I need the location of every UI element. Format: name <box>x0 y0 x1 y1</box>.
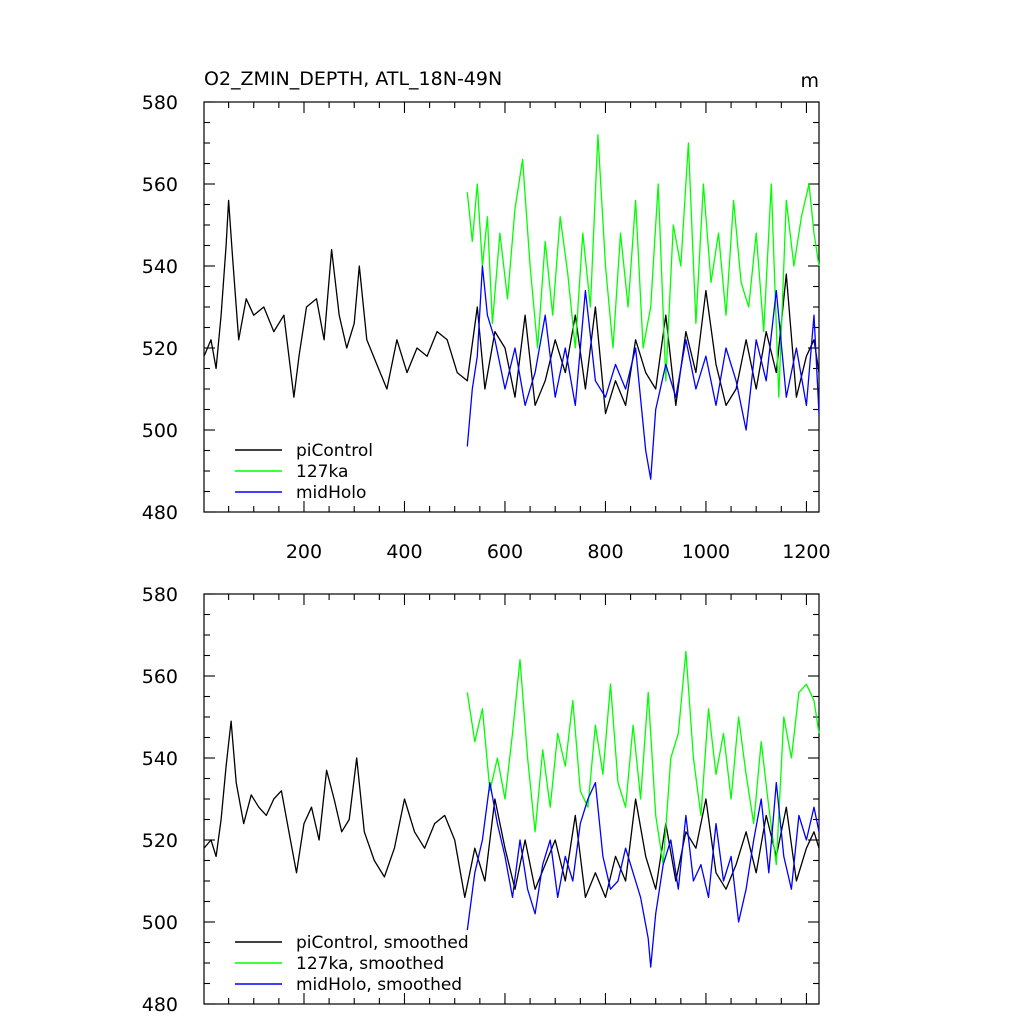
bottom-legend-label-2: midHolo, smoothed <box>296 975 462 995</box>
bottom-y-tick-label: 520 <box>142 830 178 852</box>
bottom-y-tick-label: 480 <box>142 994 178 1016</box>
bottom-legend-label-0: piControl, smoothed <box>296 933 469 953</box>
bottom-y-tick-label: 580 <box>142 584 178 606</box>
top-legend-label-1: 127ka <box>296 462 348 482</box>
top-y-tick-label: 580 <box>142 92 178 114</box>
top-legend-label-0: piControl <box>296 441 373 461</box>
bottom-series-group <box>203 650 820 968</box>
x-tick-label: 1200 <box>782 541 830 563</box>
x-tick-label: 1000 <box>682 541 730 563</box>
bottom-y-axis: 480 500 520 540 560 580 <box>142 584 819 1016</box>
top-y-tick-label: 500 <box>142 420 178 442</box>
top-series-line-2 <box>466 265 820 480</box>
top-y-tick-label: 560 <box>142 174 178 196</box>
bottom-y-tick-label: 500 <box>142 912 178 934</box>
bottom-legend-label-1: 127ka, smoothed <box>296 954 444 974</box>
bottom-x-axis <box>228 594 807 1004</box>
top-legend-label-2: midHolo <box>296 483 366 503</box>
x-tick-label: 400 <box>386 541 422 563</box>
top-y-tick-label: 480 <box>142 502 178 524</box>
top-x-axis: 200 400 600 800 1000 1200 <box>228 102 831 563</box>
chart-title: O2_ZMIN_DEPTH, ATL_18N-49N <box>204 68 502 90</box>
bottom-series-line-0 <box>203 720 820 899</box>
top-series-line-0 <box>203 199 820 415</box>
x-tick-label: 600 <box>487 541 523 563</box>
x-tick-label: 200 <box>286 541 322 563</box>
bottom-y-tick-label: 560 <box>142 666 178 688</box>
top-y-tick-label: 540 <box>142 256 178 278</box>
bottom-series-line-1 <box>466 650 820 866</box>
bottom-panel: 480 500 520 540 560 580 piControl, smoothed12… <box>142 584 820 1016</box>
top-y-axis: 480 500 520 540 560 580 <box>142 92 819 524</box>
top-series-group <box>203 134 820 480</box>
x-tick-label: 800 <box>587 541 623 563</box>
top-series-line-1 <box>466 134 820 398</box>
top-y-tick-label: 520 <box>142 338 178 360</box>
top-panel: O2_ZMIN_DEPTH, ATL_18N-49N m 480 500 520 54… <box>142 68 831 563</box>
bottom-series-line-2 <box>466 781 820 968</box>
units-label: m <box>800 70 819 92</box>
bottom-y-tick-label: 540 <box>142 748 178 770</box>
